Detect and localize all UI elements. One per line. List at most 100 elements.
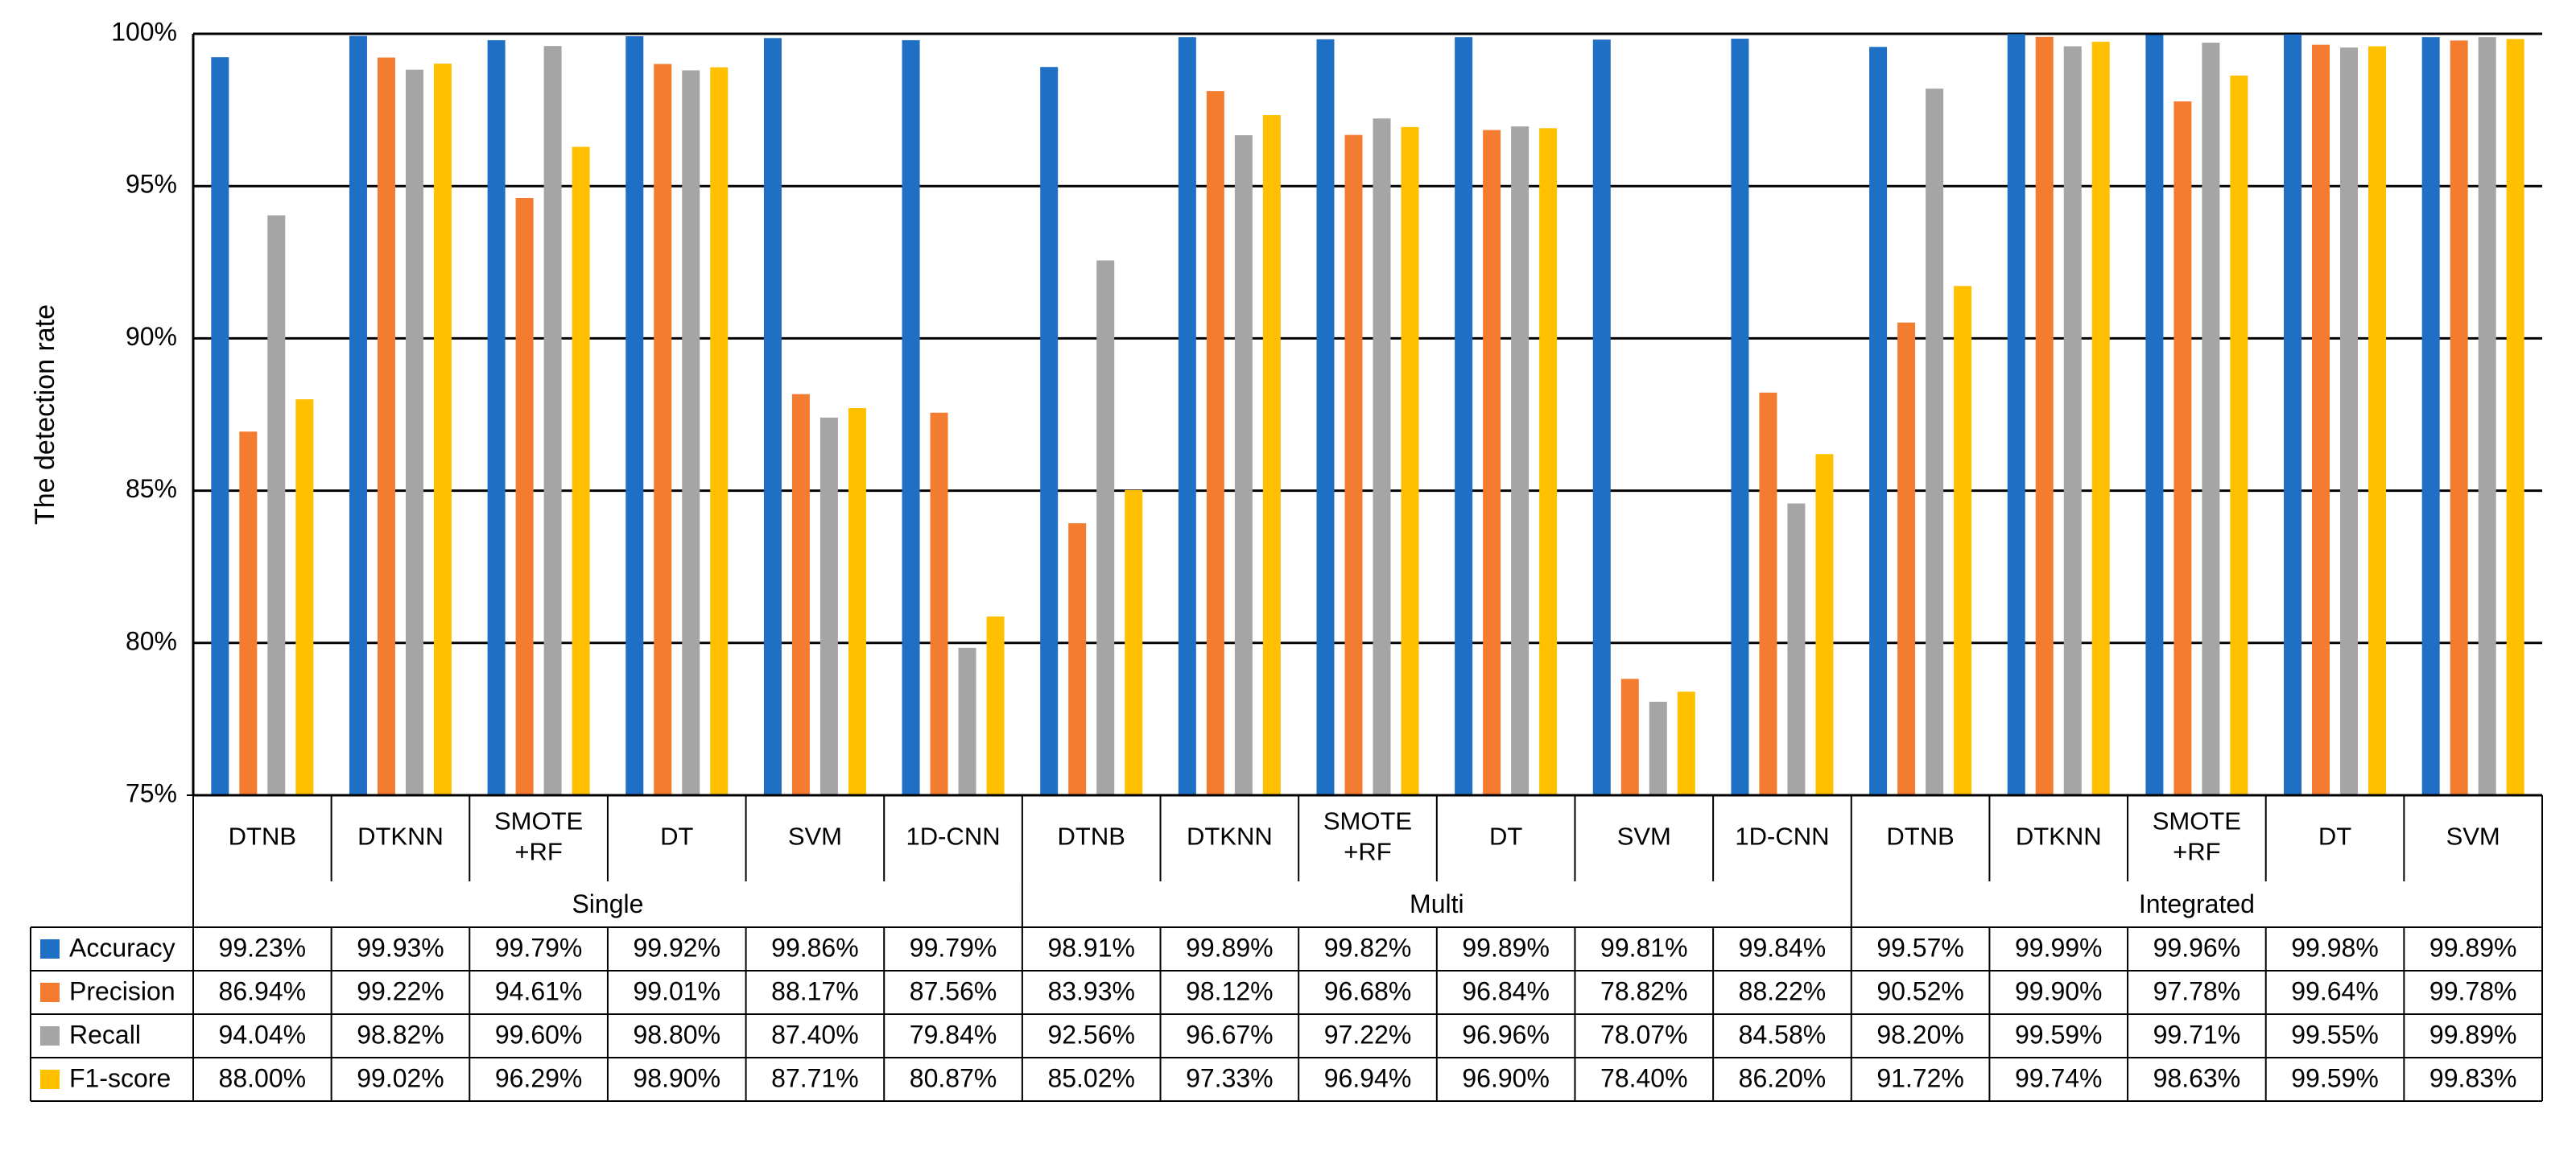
table-cell: 80.87% xyxy=(910,1063,997,1092)
bar-accuracy xyxy=(2421,37,2440,795)
table-cell: 99.82% xyxy=(1324,933,1412,962)
table-cell: 98.82% xyxy=(357,1020,444,1049)
legend-label: Precision xyxy=(69,976,175,1005)
legend-swatch xyxy=(40,939,60,959)
bar-accuracy xyxy=(625,36,644,795)
x-tick-label: SMOTE xyxy=(2153,807,2241,835)
table-cell: 99.86% xyxy=(771,933,859,962)
y-tick-label: 100% xyxy=(111,17,177,46)
table-cell: 88.22% xyxy=(1739,976,1827,1005)
table-cell: 79.84% xyxy=(910,1020,997,1049)
table-cell: 99.60% xyxy=(495,1020,583,1049)
table-cell: 87.40% xyxy=(771,1020,859,1049)
table-cell: 99.89% xyxy=(1186,933,1274,962)
table-cell: 99.93% xyxy=(357,933,444,962)
bar-f1-score xyxy=(848,408,866,795)
bar-accuracy xyxy=(1592,39,1611,796)
table-cell: 97.78% xyxy=(2153,976,2241,1005)
table-cell: 92.56% xyxy=(1047,1020,1135,1049)
legend-label: Accuracy xyxy=(69,933,175,962)
bar-precision xyxy=(239,431,258,795)
table-cell: 88.17% xyxy=(771,976,859,1005)
bar-recall xyxy=(2340,47,2359,795)
bar-f1-score xyxy=(1539,128,1558,795)
bar-f1-score xyxy=(1677,691,1695,795)
table-cell: 96.67% xyxy=(1186,1020,1274,1049)
x-tick-label: DT xyxy=(2318,823,2351,851)
x-tick-label: DTKNN xyxy=(2016,823,2102,851)
table-cell: 98.80% xyxy=(633,1020,720,1049)
bar-recall xyxy=(1787,503,1806,795)
bar-recall xyxy=(1234,135,1253,795)
bar-precision xyxy=(791,394,810,795)
table-cell: 78.40% xyxy=(1600,1063,1688,1092)
x-tick-label: 1D-CNN xyxy=(906,823,1000,851)
table-cell: 98.90% xyxy=(633,1063,720,1092)
table-cell: 98.20% xyxy=(1876,1020,1964,1049)
bar-accuracy xyxy=(1316,39,1335,795)
bar-recall xyxy=(2478,37,2496,795)
bar-precision xyxy=(2174,101,2192,795)
bar-recall xyxy=(958,647,976,795)
bar-f1-score xyxy=(2368,46,2387,795)
bar-accuracy xyxy=(2007,34,2025,795)
table-cell: 97.22% xyxy=(1324,1020,1412,1049)
table-cell: 99.96% xyxy=(2153,933,2241,962)
table-cell: 78.82% xyxy=(1600,976,1688,1005)
bar-precision xyxy=(1620,679,1639,795)
bar-accuracy xyxy=(211,57,229,796)
bar-f1-score xyxy=(572,146,590,795)
bar-recall xyxy=(1373,118,1391,796)
bar-f1-score xyxy=(1401,126,1419,795)
table-cell: 87.71% xyxy=(771,1063,859,1092)
bar-accuracy xyxy=(1455,37,1473,795)
bar-precision xyxy=(1344,134,1363,796)
table-cell: 96.96% xyxy=(1462,1020,1550,1049)
table-cell: 99.90% xyxy=(2015,976,2103,1005)
bar-recall xyxy=(405,69,423,796)
bar-f1-score xyxy=(1262,115,1281,795)
y-axis: 75% 80% 85% 90% 95% 100% The detection rate xyxy=(30,17,177,807)
bar-recall xyxy=(2202,42,2220,796)
bar-f1-score xyxy=(1954,286,1972,795)
data-table: DTNB DTKNN SMOTE +RF DT SVM 1D-CNN DTNB DTKNN SMO… xyxy=(30,794,2543,1102)
table-cell: 96.29% xyxy=(495,1063,583,1092)
group-label: Single xyxy=(572,889,643,918)
x-tick-label: +RF xyxy=(2173,838,2220,866)
x-tick-label: 1D-CNN xyxy=(1735,823,1829,851)
x-tick-label: SMOTE xyxy=(1323,807,1412,835)
table-cell: 99.89% xyxy=(1462,933,1550,962)
bar-accuracy xyxy=(2145,35,2164,795)
table-cell: 99.23% xyxy=(219,933,307,962)
table-cell: 96.90% xyxy=(1462,1063,1550,1092)
legend-label: F1-score xyxy=(69,1063,171,1092)
bar-precision xyxy=(1068,523,1087,795)
table-cell: 99.01% xyxy=(633,976,720,1005)
legend-swatch xyxy=(40,1070,60,1089)
bar-accuracy xyxy=(349,35,367,795)
bar-accuracy xyxy=(902,39,920,795)
table-cell: 98.63% xyxy=(2153,1063,2241,1092)
x-tick-label: SVM xyxy=(788,823,842,851)
table-cell: 99.22% xyxy=(357,976,444,1005)
bar-precision xyxy=(2450,40,2468,795)
table-cell: 99.83% xyxy=(2429,1063,2517,1092)
table-cell: 99.71% xyxy=(2153,1020,2241,1049)
table-cell: 99.02% xyxy=(357,1063,444,1092)
bar-precision xyxy=(930,412,948,795)
bar-precision xyxy=(1206,91,1224,795)
bar-recall xyxy=(2063,46,2082,795)
table-cell: 86.94% xyxy=(219,976,307,1005)
table-cell: 98.91% xyxy=(1047,933,1135,962)
x-tick-label: DTKNN xyxy=(1187,823,1273,851)
bar-f1-score xyxy=(433,64,452,796)
bar-recall xyxy=(819,417,838,795)
table-cell: 90.52% xyxy=(1876,976,1964,1005)
bar-accuracy xyxy=(1731,39,1749,796)
bar-precision xyxy=(654,64,672,795)
bar-recall xyxy=(1096,260,1115,795)
table-cell: 99.79% xyxy=(495,933,583,962)
bar-recall xyxy=(1511,126,1530,796)
plot-frame xyxy=(192,34,2542,797)
table-cell: 99.84% xyxy=(1739,933,1827,962)
